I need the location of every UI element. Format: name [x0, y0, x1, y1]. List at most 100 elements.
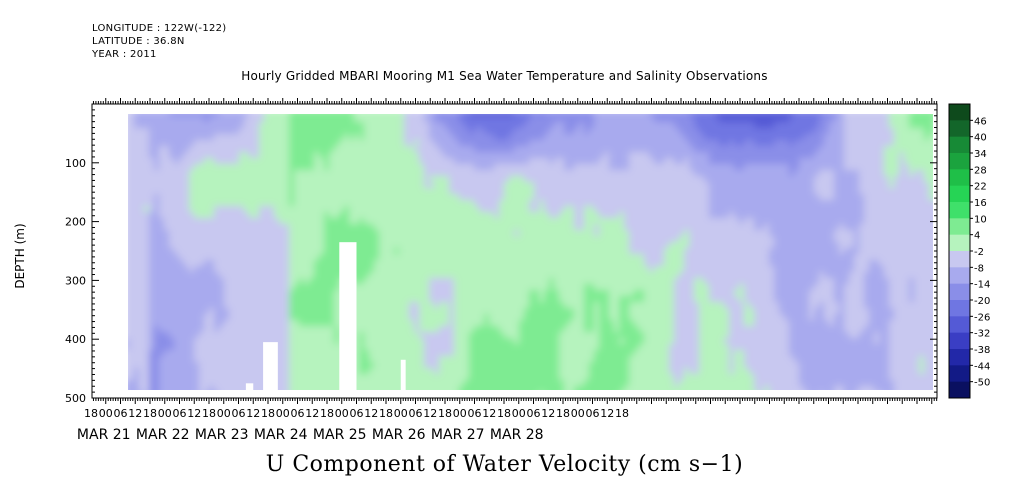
heatmap-cell: [364, 284, 370, 291]
heatmap-cell: [334, 332, 340, 339]
heatmap-cell: [519, 380, 525, 387]
heatmap-cell: [569, 284, 575, 291]
heatmap-cell: [334, 176, 340, 183]
heatmap-cell: [624, 164, 630, 171]
heatmap-cell: [424, 224, 430, 231]
heatmap-cell: [209, 308, 215, 315]
heatmap-cell: [434, 284, 440, 291]
heatmap-cell: [354, 230, 360, 237]
heatmap-cell: [184, 236, 190, 243]
heatmap-cell: [209, 284, 215, 291]
heatmap-cell: [599, 356, 605, 363]
heatmap-cell: [569, 254, 575, 261]
heatmap-cell: [199, 302, 205, 309]
heatmap-cell: [639, 386, 645, 390]
heatmap-cell: [304, 374, 310, 381]
heatmap-cell: [554, 122, 560, 129]
heatmap-cell: [569, 362, 575, 369]
heatmap-cell: [304, 350, 310, 357]
heatmap-cell: [434, 218, 440, 225]
heatmap-cell: [354, 164, 360, 171]
heatmap-cell: [459, 344, 465, 351]
heatmap-cell: [334, 248, 340, 255]
heatmap-cell: [464, 278, 470, 285]
heatmap-cell: [589, 188, 595, 195]
heatmap-cell: [409, 146, 415, 153]
heatmap-cell: [519, 152, 525, 159]
heatmap-cell: [134, 212, 140, 219]
heatmap-cell: [639, 134, 645, 141]
heatmap-cell: [149, 254, 155, 261]
heatmap-cell: [199, 248, 205, 255]
heatmap-cell: [404, 350, 410, 357]
heatmap-cell: [134, 152, 140, 159]
heatmap-cell: [294, 140, 300, 147]
heatmap-cell: [619, 140, 625, 147]
heatmap-cell: [504, 134, 510, 141]
heatmap-cell: [284, 374, 290, 381]
heatmap-cell: [329, 350, 335, 357]
heatmap-cell: [454, 350, 460, 357]
heatmap-cell: [619, 374, 625, 381]
heatmap-cell: [409, 194, 415, 201]
heatmap-cell: [344, 194, 350, 201]
heatmap-cell: [629, 326, 635, 333]
heatmap-cell: [209, 242, 215, 249]
heatmap-cell: [634, 320, 640, 327]
heatmap-cell: [199, 116, 205, 123]
heatmap-cell: [459, 278, 465, 285]
heatmap-cell: [389, 140, 395, 147]
heatmap-cell: [334, 368, 340, 375]
heatmap-cell: [159, 260, 165, 267]
heatmap-cell: [399, 236, 405, 243]
heatmap-cell: [439, 116, 445, 123]
heatmap-cell: [504, 206, 510, 213]
heatmap-cell: [159, 206, 165, 213]
heatmap-cell: [254, 326, 260, 333]
heatmap-cell: [424, 194, 430, 201]
heatmap-cell: [209, 164, 215, 171]
heatmap-cell: [384, 374, 390, 381]
heatmap-cell: [214, 248, 220, 255]
heatmap-cell: [174, 140, 180, 147]
heatmap-cell: [194, 326, 200, 333]
heatmap-cell: [369, 338, 375, 345]
heatmap-cell: [169, 170, 175, 177]
heatmap-cell: [594, 206, 600, 213]
heatmap-cell: [509, 356, 515, 363]
heatmap-cell: [364, 260, 370, 267]
heatmap-cell: [594, 290, 600, 297]
heatmap-cell: [519, 326, 525, 333]
heatmap-cell: [624, 116, 630, 123]
heatmap-cell: [424, 278, 430, 285]
heatmap-cell: [314, 218, 320, 225]
heatmap-cell: [379, 350, 385, 357]
heatmap-cell: [179, 242, 185, 249]
heatmap-cell: [434, 146, 440, 153]
heatmap-cell: [344, 212, 350, 219]
heatmap-cell: [589, 254, 595, 261]
heatmap-cell: [164, 386, 170, 390]
heatmap-cell: [514, 260, 520, 267]
heatmap-cell: [274, 308, 280, 315]
heatmap-cell: [554, 230, 560, 237]
heatmap-cell: [144, 368, 150, 375]
heatmap-cell: [249, 200, 255, 207]
heatmap-cell: [249, 140, 255, 147]
heatmap-cell: [574, 260, 580, 267]
heatmap-cell: [209, 212, 215, 219]
heatmap-cell: [369, 278, 375, 285]
heatmap-cell: [389, 152, 395, 159]
heatmap-cell: [569, 338, 575, 345]
heatmap-cell: [354, 326, 360, 333]
heatmap-cell: [489, 290, 495, 297]
heatmap-cell: [624, 290, 630, 297]
heatmap-cell: [429, 302, 435, 309]
heatmap-cell: [399, 134, 405, 141]
heatmap-cell: [154, 350, 160, 357]
heatmap-cell: [594, 284, 600, 291]
heatmap-cell: [419, 296, 425, 303]
heatmap-cell: [434, 206, 440, 213]
heatmap-cell: [314, 224, 320, 231]
heatmap-cell: [234, 224, 240, 231]
